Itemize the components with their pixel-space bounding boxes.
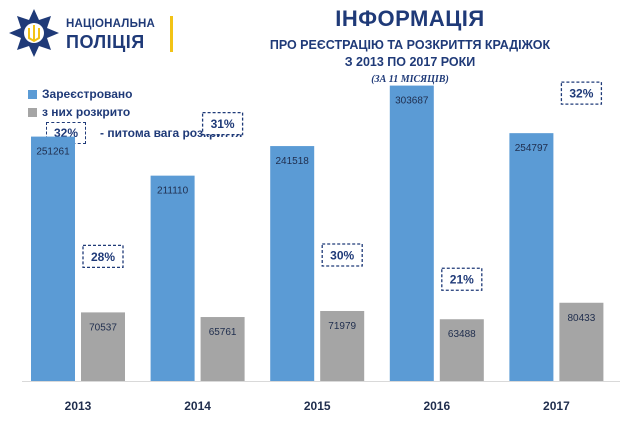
- data-label-registered-2017: 254797: [515, 143, 549, 154]
- legend-item-solved: з них розкрито: [28, 105, 130, 119]
- bar-registered-2013: [31, 136, 75, 381]
- share-box-2016: [441, 267, 483, 291]
- share-label-2016: 21%: [450, 273, 474, 287]
- data-label-solved-2015: 71979: [328, 321, 356, 332]
- data-label-solved-2016: 63488: [448, 329, 476, 340]
- bar-registered-2014: [150, 175, 195, 381]
- x-tick-label-2015: 2015: [304, 399, 331, 413]
- bar-solved-2016: [439, 319, 484, 381]
- x-tick-label-2016: 2016: [423, 399, 450, 413]
- data-label-registered-2016: 303687: [395, 96, 429, 107]
- page-subtitle-2: З 2013 ПО 2017 РОКИ: [344, 55, 476, 69]
- share-box-2014: [201, 111, 244, 136]
- legend-label-solved: з них розкрито: [42, 105, 131, 119]
- page-title: ІНФОРМАЦІЯ: [335, 6, 485, 31]
- page-subtitle-1: ПРО РЕЄСТРАЦІЮ ТА РОЗКРИТТЯ КРАДІЖОК: [269, 38, 551, 52]
- legend-item-registered: Зареєстровано: [28, 87, 133, 101]
- x-tick-label-2013: 2013: [65, 399, 92, 413]
- police-star-emblem-icon: [9, 9, 59, 57]
- legend-swatch-solved: [28, 107, 37, 117]
- bar-solved-2017: [559, 302, 604, 381]
- logo-line-1: НАЦІОНАЛЬНА: [66, 18, 156, 30]
- police-logo: НАЦІОНАЛЬНА ПОЛІЦІЯ: [8, 8, 178, 58]
- data-label-registered-2014: 211110: [157, 186, 189, 197]
- page-subtitle-3: (ЗА 11 МІСЯЦІВ): [371, 74, 449, 85]
- share-label-2015: 30%: [330, 248, 354, 262]
- data-label-solved-2017: 80433: [567, 313, 595, 324]
- data-label-registered-2013: 251261: [36, 147, 70, 158]
- data-label-registered-2015: 241518: [276, 156, 310, 167]
- legend-label-registered: Зареєстровано: [42, 87, 133, 101]
- legend-swatch-registered: [28, 89, 37, 99]
- bar-solved-2015: [320, 310, 365, 381]
- x-tick-label-2017: 2017: [543, 399, 570, 413]
- logo-divider: [170, 16, 173, 52]
- bar-solved-2013: [81, 312, 125, 381]
- bar-registered-2017: [509, 133, 554, 381]
- share-box-2013: [82, 244, 124, 269]
- x-tick-label-2014: 2014: [184, 399, 211, 413]
- bar-solved-2014: [200, 317, 245, 381]
- share-label-2017: 32%: [569, 87, 593, 101]
- bar-registered-2016: [389, 85, 434, 382]
- data-label-solved-2013: 70537: [89, 322, 117, 333]
- share-box-2017: [560, 81, 603, 105]
- data-label-solved-2014: 65761: [209, 327, 237, 338]
- share-label-2014: 31%: [211, 117, 235, 131]
- bar-registered-2015: [270, 146, 315, 381]
- logo-line-2: ПОЛІЦІЯ: [66, 32, 145, 52]
- share-box-2015: [321, 243, 363, 267]
- share-label-2013: 28%: [91, 250, 115, 264]
